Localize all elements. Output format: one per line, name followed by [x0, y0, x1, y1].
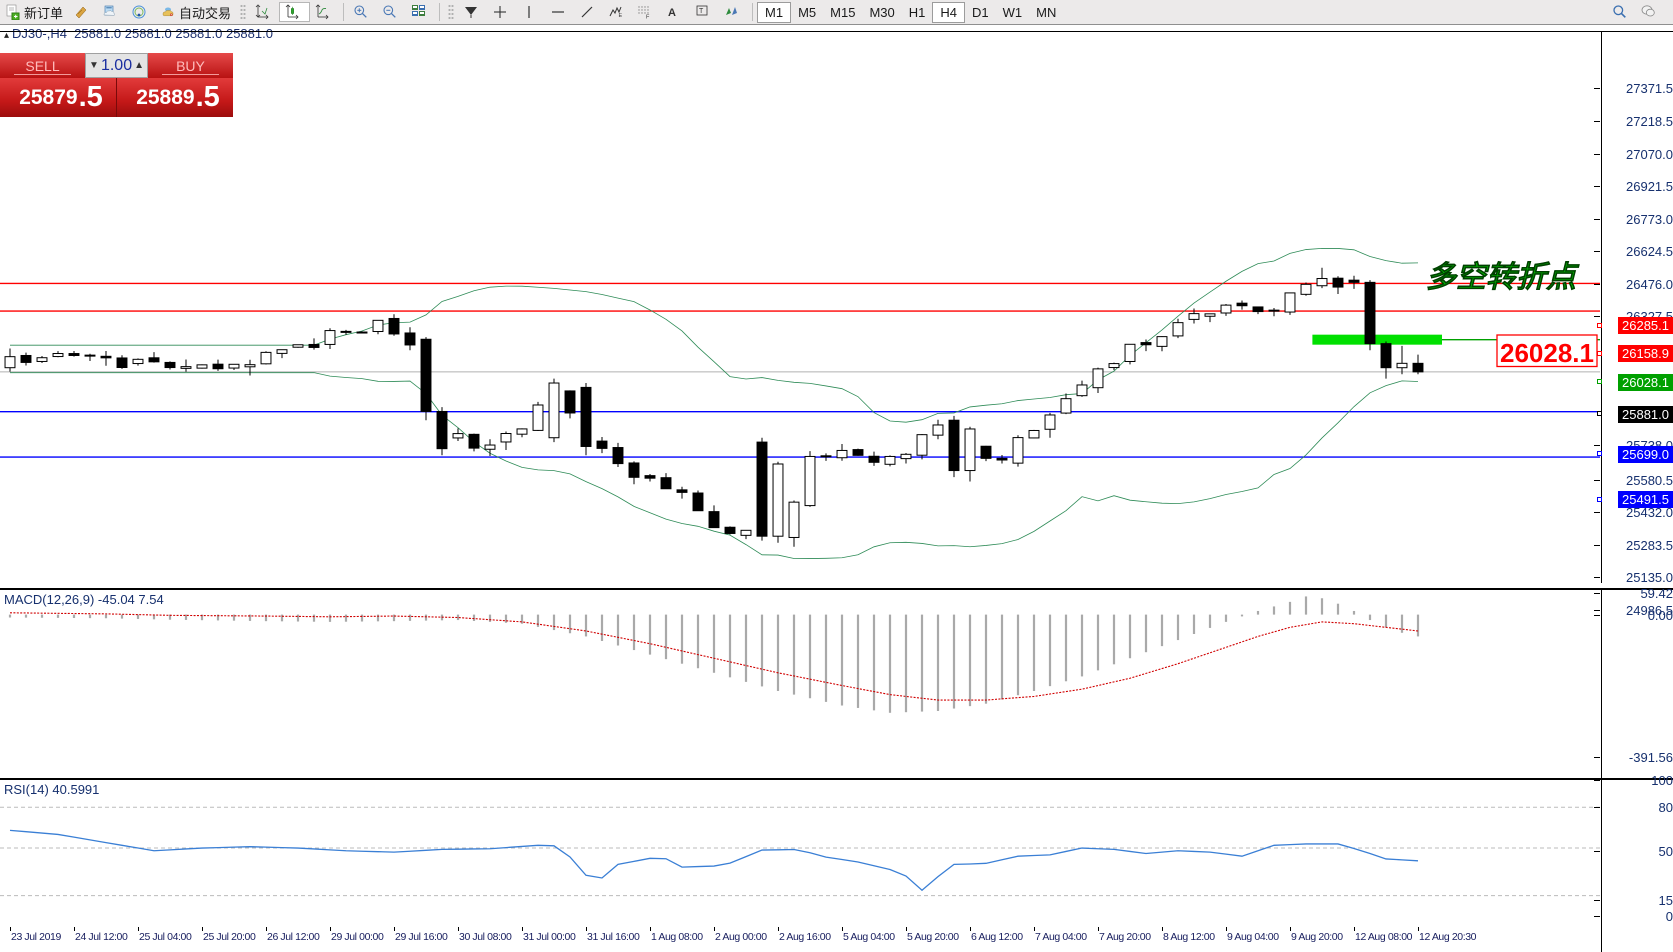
svg-text:F: F	[646, 15, 650, 21]
svg-text:A: A	[668, 7, 676, 19]
svg-text:T: T	[699, 8, 704, 15]
svg-text:E: E	[619, 13, 623, 19]
